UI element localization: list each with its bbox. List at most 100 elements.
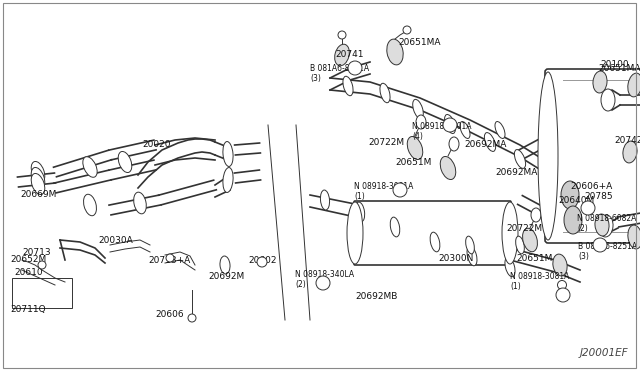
Ellipse shape	[623, 141, 637, 163]
Text: N: N	[447, 122, 452, 128]
Ellipse shape	[553, 254, 567, 276]
Ellipse shape	[564, 206, 582, 234]
Text: 20713: 20713	[22, 248, 51, 257]
Text: N 08918-340LA
(2): N 08918-340LA (2)	[295, 270, 354, 289]
Ellipse shape	[495, 122, 505, 138]
Text: N: N	[321, 280, 326, 286]
Text: 20669M: 20669M	[20, 190, 56, 199]
FancyBboxPatch shape	[354, 201, 511, 265]
Ellipse shape	[445, 115, 456, 134]
Ellipse shape	[407, 137, 423, 160]
Text: 20741: 20741	[335, 50, 364, 59]
Circle shape	[557, 280, 566, 289]
Text: 20722M: 20722M	[368, 138, 404, 147]
Text: B: B	[598, 242, 602, 248]
Ellipse shape	[460, 122, 470, 138]
Text: 20606: 20606	[155, 310, 184, 319]
Text: 20652M: 20652M	[10, 255, 46, 264]
Ellipse shape	[522, 228, 538, 252]
Text: 20300N: 20300N	[438, 254, 474, 263]
Ellipse shape	[347, 202, 363, 264]
Text: 20692MA: 20692MA	[495, 168, 538, 177]
Text: N: N	[561, 292, 566, 298]
Circle shape	[38, 261, 46, 269]
Ellipse shape	[380, 83, 390, 103]
Text: N 08918-3401A
(4): N 08918-3401A (4)	[412, 122, 472, 141]
Text: 20692MB: 20692MB	[355, 292, 397, 301]
Ellipse shape	[31, 161, 45, 183]
Ellipse shape	[390, 217, 400, 237]
Text: J20001EF: J20001EF	[579, 348, 628, 358]
Ellipse shape	[505, 257, 515, 277]
Ellipse shape	[595, 214, 609, 236]
Ellipse shape	[430, 232, 440, 252]
Circle shape	[581, 201, 595, 215]
Circle shape	[393, 183, 407, 197]
Bar	[12, 278, 72, 308]
Text: 20100: 20100	[600, 60, 628, 69]
Ellipse shape	[223, 141, 233, 166]
Ellipse shape	[335, 44, 349, 66]
Circle shape	[188, 314, 196, 322]
Ellipse shape	[118, 151, 132, 173]
Text: 20640M: 20640M	[558, 196, 595, 205]
Ellipse shape	[223, 167, 233, 192]
Ellipse shape	[321, 190, 330, 210]
Text: 20722M: 20722M	[506, 224, 542, 233]
Ellipse shape	[355, 202, 365, 222]
Text: 20651M: 20651M	[395, 158, 431, 167]
Text: 20742: 20742	[614, 136, 640, 145]
Ellipse shape	[343, 76, 353, 96]
Circle shape	[348, 61, 362, 75]
Text: 20651MA: 20651MA	[598, 64, 640, 73]
Text: N 08918-6082A
(2): N 08918-6082A (2)	[577, 214, 636, 233]
Text: 20602: 20602	[248, 256, 276, 265]
Ellipse shape	[31, 173, 45, 195]
Ellipse shape	[593, 71, 607, 93]
Text: 20020: 20020	[143, 140, 172, 149]
Ellipse shape	[440, 157, 456, 180]
Ellipse shape	[561, 181, 579, 209]
Ellipse shape	[467, 246, 477, 266]
Ellipse shape	[502, 202, 518, 264]
Text: 20030A: 20030A	[98, 236, 132, 245]
Ellipse shape	[628, 225, 640, 249]
Text: N: N	[397, 187, 403, 193]
Circle shape	[593, 238, 607, 252]
Ellipse shape	[413, 99, 423, 119]
Circle shape	[338, 31, 346, 39]
Text: 20785: 20785	[584, 192, 612, 201]
Ellipse shape	[416, 115, 426, 129]
Ellipse shape	[601, 89, 615, 111]
Ellipse shape	[484, 132, 495, 151]
Text: 20606+A: 20606+A	[570, 182, 612, 191]
Text: 20651MA: 20651MA	[398, 38, 440, 47]
Ellipse shape	[31, 167, 45, 189]
Text: N: N	[586, 205, 591, 211]
Text: B 081A6-8251A
(3): B 081A6-8251A (3)	[310, 64, 369, 83]
Circle shape	[166, 254, 174, 262]
Text: 20713+A: 20713+A	[148, 256, 190, 265]
Text: B 081A6-8251A
(3): B 081A6-8251A (3)	[578, 242, 637, 262]
Circle shape	[316, 276, 330, 290]
FancyBboxPatch shape	[545, 69, 640, 243]
Text: 20692M: 20692M	[208, 272, 244, 281]
Ellipse shape	[531, 208, 541, 222]
Ellipse shape	[538, 72, 558, 240]
Text: N 08918-3081A
(1): N 08918-3081A (1)	[354, 182, 413, 201]
Ellipse shape	[516, 236, 524, 254]
Ellipse shape	[515, 150, 525, 169]
Circle shape	[257, 257, 267, 267]
Ellipse shape	[134, 192, 147, 214]
Text: B: B	[353, 65, 357, 71]
Ellipse shape	[220, 256, 230, 274]
Text: 20692MA: 20692MA	[464, 140, 506, 149]
Text: 20711Q: 20711Q	[10, 305, 45, 314]
Circle shape	[443, 118, 457, 132]
Ellipse shape	[628, 73, 640, 97]
Ellipse shape	[387, 39, 403, 65]
Circle shape	[403, 26, 411, 34]
Text: 20610: 20610	[14, 268, 43, 277]
Text: 20651M: 20651M	[516, 254, 552, 263]
Text: N 08918-3081A
(1): N 08918-3081A (1)	[510, 272, 570, 291]
